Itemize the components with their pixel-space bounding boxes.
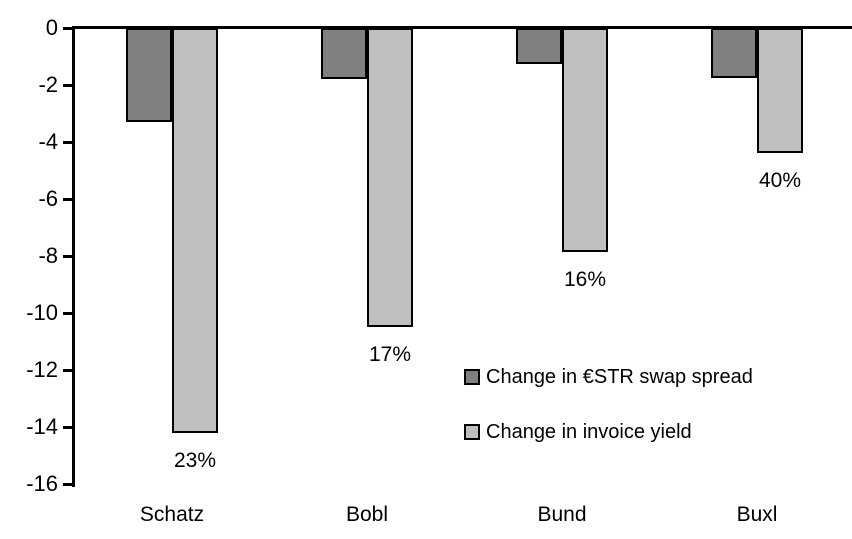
bar-estr-swap-spread-bund [516, 28, 562, 64]
y-tick-label: -2 [38, 72, 58, 97]
x-category-label-buxl: Buxl [736, 503, 778, 526]
bar-value-label-bobl: 17% [368, 343, 412, 366]
y-tick-label: -14 [26, 414, 58, 439]
legend-swatch-light-icon [464, 424, 480, 440]
y-tick-label: -4 [38, 129, 58, 154]
y-tick-mark [63, 369, 72, 372]
y-tick-mark [63, 27, 72, 30]
y-tick-mark [63, 198, 72, 201]
y-tick-mark [63, 312, 72, 315]
legend: Change in €STR swap spread Change in inv… [464, 366, 753, 443]
y-tick-label: 0 [45, 15, 58, 40]
legend-label-estr-swap-spread: Change in €STR swap spread [486, 366, 753, 388]
bar-value-label-bund: 16% [563, 268, 607, 291]
y-tick-mark [63, 84, 72, 87]
legend-item-estr-swap-spread: Change in €STR swap spread [464, 366, 753, 388]
y-axis-line [72, 27, 75, 487]
x-category-label-bobl: Bobl [345, 503, 389, 526]
bar-invoice-yield-bund [562, 28, 608, 252]
bar-estr-swap-spread-buxl [711, 28, 757, 78]
legend-item-invoice-yield: Change in invoice yield [464, 421, 753, 443]
bar-value-label-buxl: 40% [758, 169, 802, 192]
y-tick-mark [63, 426, 72, 429]
bar-estr-swap-spread-schatz [126, 28, 172, 122]
legend-swatch-dark-icon [464, 369, 480, 385]
bar-value-label-schatz: 23% [173, 449, 217, 472]
y-tick-label: -12 [26, 357, 58, 382]
zero-baseline [72, 26, 852, 29]
bar-estr-swap-spread-bobl [321, 28, 367, 79]
y-tick-label: -10 [26, 300, 58, 325]
y-tick-label: -8 [38, 243, 58, 268]
y-tick-mark [63, 141, 72, 144]
bar-invoice-yield-buxl [757, 28, 803, 153]
x-category-label-schatz: Schatz [139, 503, 205, 526]
y-tick-label: -16 [26, 471, 58, 496]
y-tick-mark [63, 483, 72, 486]
y-tick-label: -6 [38, 186, 58, 211]
y-tick-mark [63, 255, 72, 258]
legend-label-invoice-yield: Change in invoice yield [486, 421, 692, 443]
bar-invoice-yield-bobl [367, 28, 413, 327]
bar-invoice-yield-schatz [172, 28, 218, 433]
x-category-label-bund: Bund [537, 503, 587, 526]
